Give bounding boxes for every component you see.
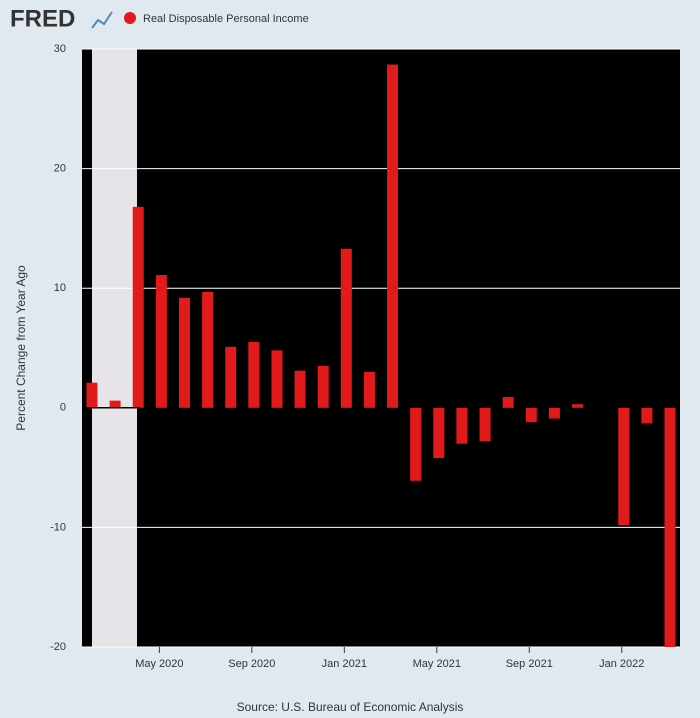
bar [433, 407, 445, 459]
bar [109, 400, 121, 408]
bar [456, 407, 468, 444]
bar [317, 365, 329, 408]
y-tick-label: 0 [60, 402, 66, 414]
bar [294, 370, 306, 408]
bar [155, 275, 167, 408]
bar [641, 407, 653, 424]
bar [479, 407, 491, 442]
legend-label: Real Disposable Personal Income [143, 13, 309, 25]
bar [340, 248, 352, 408]
bar [548, 407, 560, 419]
bar [178, 297, 190, 408]
x-tick-label: Jan 2022 [599, 658, 644, 670]
bar [618, 407, 630, 526]
source: Source: U.S. Bureau of Economic Analysis [237, 700, 464, 714]
bar [248, 342, 260, 408]
bar [502, 397, 514, 408]
y-axis-label: Percent Change from Year Ago [14, 265, 28, 431]
y-tick-label: 30 [54, 43, 66, 55]
x-tick-label: Sep 2020 [228, 658, 275, 670]
bar [387, 64, 399, 408]
bar [202, 291, 214, 408]
x-tick-label: Sep 2021 [506, 658, 553, 670]
plot-background [82, 49, 680, 647]
bar [363, 371, 375, 408]
y-tick-label: 20 [54, 163, 66, 175]
logo-icon [91, 11, 113, 29]
bar [271, 350, 283, 408]
recession-shading [92, 49, 137, 647]
x-tick-label: May 2020 [135, 658, 183, 670]
y-tick-label: -20 [50, 641, 66, 653]
bar [572, 404, 584, 408]
bar [132, 206, 144, 408]
bar [86, 382, 98, 408]
y-tick-label: -10 [50, 521, 66, 533]
logo: FRED [10, 5, 75, 32]
bar [410, 407, 422, 481]
bar [664, 407, 676, 647]
x-tick-label: Jan 2021 [322, 658, 367, 670]
y-tick-label: 10 [54, 282, 66, 294]
legend-marker [124, 12, 136, 24]
bar [225, 346, 237, 408]
x-tick-label: May 2021 [413, 658, 461, 670]
bar [525, 407, 537, 423]
